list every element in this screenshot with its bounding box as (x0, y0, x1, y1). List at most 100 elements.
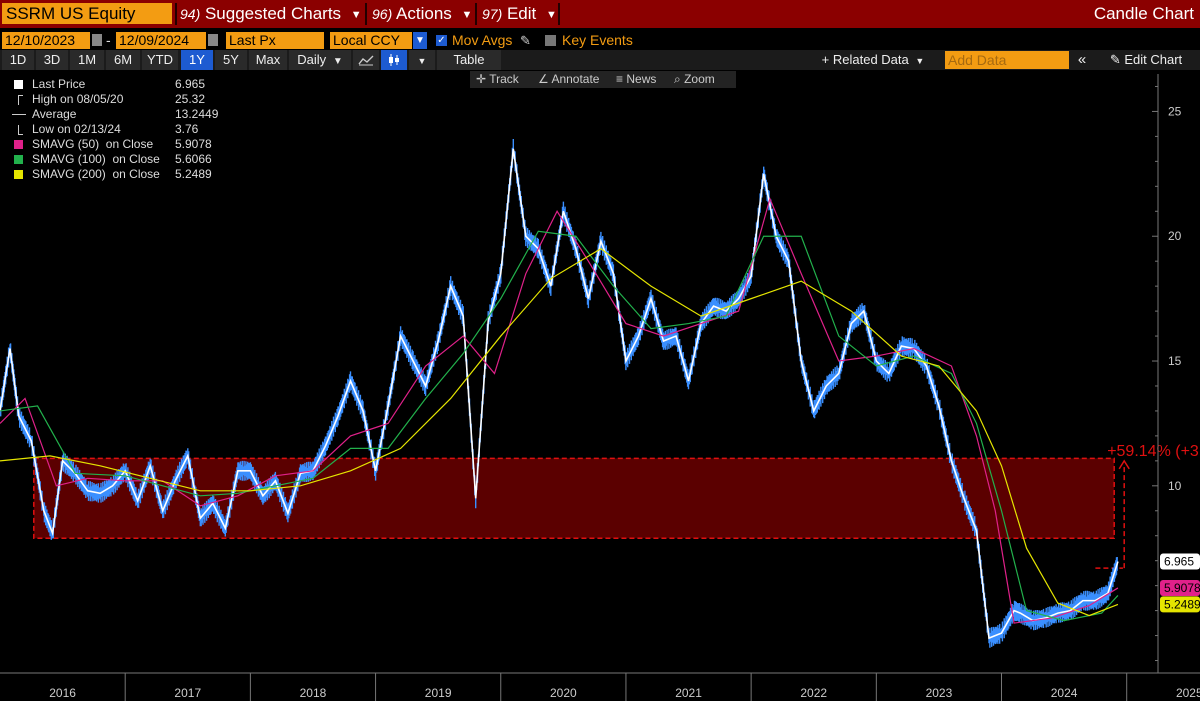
period-1d[interactable]: 1D (2, 50, 34, 70)
x-tick-label: 2019 (425, 686, 452, 700)
legend-high[interactable]: High on 08/05/20 25.32 (3, 92, 220, 107)
chevron-down-icon[interactable]: ▼ (413, 32, 427, 49)
period-1y[interactable]: 1Y (181, 50, 213, 70)
smavg-series-3[interactable] (0, 247, 1119, 617)
caret-down-icon: ▼ (332, 56, 343, 67)
smavg-series-2[interactable] (0, 230, 1119, 622)
y-tick-label: 10 (1168, 479, 1182, 493)
legend-label: High on 08/05/20 (32, 92, 124, 106)
legend-smavg-200[interactable]: SMAVG (200) on Close 5.2489 (3, 167, 220, 182)
add-data-input[interactable]: Add Data (945, 51, 1069, 69)
toolbar: 1D 3D 1M 6M YTD 1Y 5Y Max Daily ▼ ▼ Tabl… (0, 50, 1200, 70)
legend-value: 5.2489 (175, 167, 212, 181)
annotate-tool[interactable]: ∠ Annotate (532, 71, 620, 88)
news-label: News (626, 72, 657, 86)
parameter-bar: 12/10/2023 - 12/09/2024 Last Px Local CC… (0, 30, 1200, 50)
period-5y[interactable]: 5Y (215, 50, 247, 70)
chart-type-title: Candle Chart (1093, 4, 1194, 23)
actions-menu[interactable]: 96) Actions ▼ (372, 3, 473, 25)
legend-smavg-50[interactable]: SMAVG (50) on Close 5.9078 (3, 137, 220, 152)
line-chart-icon[interactable] (353, 50, 379, 70)
annotate-label: Annotate (551, 72, 600, 86)
price-label-tag (1160, 553, 1200, 570)
period-1m[interactable]: 1M (70, 50, 104, 70)
legend-value: 5.9078 (175, 137, 212, 151)
x-tick-label: 2018 (300, 686, 327, 700)
pencil-icon: ✎ (1109, 52, 1121, 67)
frequency-selector[interactable]: Daily ▼ (289, 50, 351, 70)
related-data-label: + Related Data (821, 52, 909, 67)
arrow-up-icon (1118, 459, 1130, 470)
x-tick-label: 2022 (800, 686, 827, 700)
chevron-down-icon[interactable]: ▼ (409, 50, 435, 70)
x-tick-label: 2020 (550, 686, 577, 700)
annotate-icon: ∠ (538, 72, 549, 86)
news-icon: ≡ (616, 72, 624, 86)
candle-chart-icon[interactable] (381, 50, 407, 70)
price-label-text: 6.965 (1164, 555, 1194, 569)
period-6m[interactable]: 6M (106, 50, 140, 70)
mov-avgs-checkbox[interactable]: ✓ (436, 35, 447, 46)
legend-smavg-100[interactable]: SMAVG (100) on Close 5.6066 (3, 152, 220, 167)
legend-value: 6.965 (175, 77, 206, 91)
caret-down-icon: ▼ (915, 56, 925, 66)
legend-low[interactable]: Low on 02/13/24 3.76 (3, 122, 220, 137)
zoom-label: Zoom (684, 72, 715, 86)
period-max[interactable]: Max (249, 50, 287, 70)
y-tick-label: 20 (1168, 229, 1182, 243)
pencil-icon[interactable]: ✎ (520, 33, 531, 48)
last-price-series[interactable] (0, 148, 1119, 640)
track-tool[interactable]: ✛ Track (470, 71, 542, 88)
x-tick-label: 2025 (1176, 686, 1200, 700)
legend-label: SMAVG (200) on Close (32, 167, 160, 181)
suggested-charts-menu[interactable]: 94) Suggested Charts ▼ (180, 3, 362, 25)
x-tick-label: 2016 (49, 686, 76, 700)
menu-separator (365, 3, 367, 25)
mov-avgs-label: Mov Avgs (452, 32, 513, 48)
high-marker-icon (18, 95, 23, 105)
price-label-tag (1160, 579, 1200, 596)
price-label-tag (1160, 596, 1200, 613)
legend-swatch (14, 80, 23, 89)
legend-label: Low on 02/13/24 (32, 122, 121, 136)
calendar-icon[interactable] (92, 34, 102, 46)
legend-value: 13.2449 (175, 107, 219, 121)
related-data-button[interactable]: + Related Data ▼ (813, 50, 933, 70)
y-axis: 25 20 15 10 (1152, 74, 1182, 673)
y-tick-label: 15 (1168, 354, 1182, 368)
menu-label: Suggested Charts (204, 4, 342, 23)
field-selector[interactable]: Last Px (226, 32, 324, 49)
collapse-icon[interactable]: « (1072, 50, 1092, 70)
menu-label: Edit (506, 4, 537, 23)
calendar-icon[interactable] (208, 34, 218, 46)
annotation-label: +59.14% (+3 (1107, 443, 1199, 460)
price-labels: 6.965 5.9078 5.2489 (1160, 553, 1200, 613)
edit-menu[interactable]: 97) Edit ▼ (482, 3, 557, 25)
track-label: Track (489, 72, 519, 86)
menu-separator (558, 3, 560, 25)
price-label-text: 5.9078 (1164, 581, 1200, 595)
smavg-series-1[interactable] (0, 196, 1119, 624)
menu-number: 94) (180, 6, 201, 22)
menu-number: 96) (372, 6, 393, 22)
key-events-checkbox[interactable] (545, 35, 556, 46)
average-marker-icon (12, 114, 26, 115)
series-layer (0, 139, 1119, 648)
period-ytd[interactable]: YTD (142, 50, 178, 70)
zoom-icon: ⌕ (674, 72, 681, 86)
legend-last-price[interactable]: Last Price 6.965 (3, 77, 220, 92)
menu-separator (475, 3, 477, 25)
security-field[interactable]: SSRM US Equity (2, 3, 172, 24)
currency-selector[interactable]: Local CCY (330, 32, 412, 49)
news-tool[interactable]: ≡ News (610, 71, 678, 88)
menu-separator (175, 3, 177, 25)
period-3d[interactable]: 3D (36, 50, 68, 70)
start-date-field[interactable]: 12/10/2023 (2, 32, 90, 49)
legend-average[interactable]: Average 13.2449 (3, 107, 220, 122)
edit-chart-button[interactable]: ✎ Edit Chart (1094, 50, 1198, 70)
legend-label: SMAVG (50) on Close (32, 137, 154, 151)
zoom-tool[interactable]: ⌕ Zoom (668, 71, 736, 88)
end-date-field[interactable]: 12/09/2024 (116, 32, 206, 49)
table-button[interactable]: Table (437, 50, 501, 70)
